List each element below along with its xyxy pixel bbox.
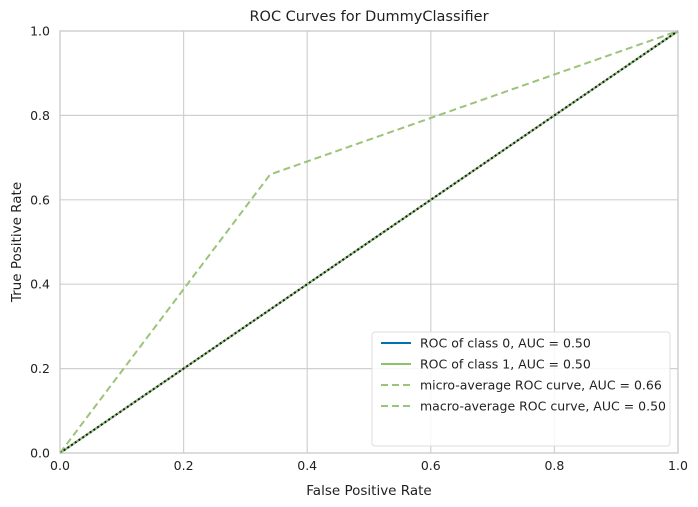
y-tick-label: 1.0 bbox=[30, 24, 50, 39]
x-axis-label: False Positive Rate bbox=[306, 483, 431, 499]
chart-title: ROC Curves for DummyClassifier bbox=[249, 9, 488, 25]
x-tick-label: 1.0 bbox=[668, 458, 688, 473]
x-tick-label: 0.0 bbox=[50, 458, 70, 473]
plot-frame bbox=[59, 30, 679, 454]
legend-label-2: micro-average ROC curve, AUC = 0.66 bbox=[420, 378, 662, 393]
legend-label-0: ROC of class 0, AUC = 0.50 bbox=[420, 336, 591, 351]
y-tick-labels: 0.0 0.2 0.4 0.6 0.8 1.0 bbox=[30, 24, 50, 461]
y-tick-label: 0.0 bbox=[30, 446, 50, 461]
y-tick-label: 0.6 bbox=[30, 192, 50, 207]
y-tick-label: 0.2 bbox=[30, 361, 50, 376]
x-tick-label: 0.4 bbox=[297, 458, 317, 473]
y-axis-label: True Positive Rate bbox=[9, 182, 25, 303]
reference-diagonal-line bbox=[59, 30, 679, 454]
legend-box bbox=[371, 331, 671, 447]
x-tick-label: 0.8 bbox=[544, 458, 564, 473]
legend-label-3: macro-average ROC curve, AUC = 0.50 bbox=[420, 399, 666, 414]
x-tick-label: 0.2 bbox=[174, 458, 194, 473]
y-tick-label: 0.8 bbox=[30, 108, 50, 123]
series-line-2 bbox=[59, 30, 679, 454]
x-tick-label: 0.6 bbox=[421, 458, 441, 473]
legend: ROC of class 0, AUC = 0.50 ROC of class 1… bbox=[371, 331, 671, 447]
series-lines bbox=[59, 30, 679, 454]
x-tick-labels: 0.0 0.2 0.4 0.6 0.8 1.0 bbox=[50, 458, 688, 473]
y-tick-label: 0.4 bbox=[30, 277, 50, 292]
legend-label-1: ROC of class 1, AUC = 0.50 bbox=[420, 357, 591, 372]
